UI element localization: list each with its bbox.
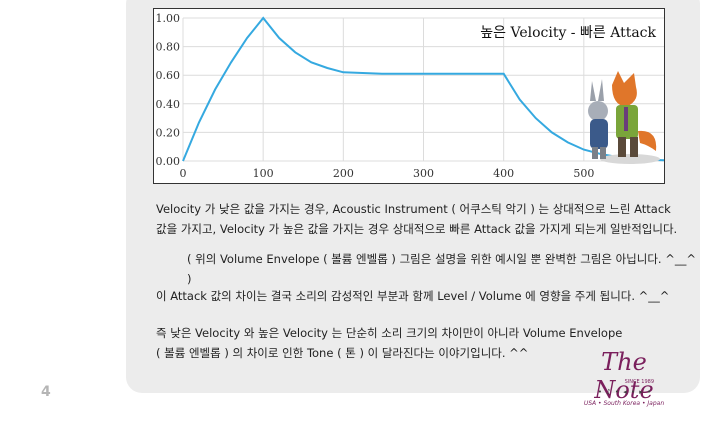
x-tick-label: 300 [413, 167, 434, 180]
x-tick-label: 200 [333, 167, 354, 180]
logo-tagline: USA • South Korea • Japan [583, 400, 665, 407]
paragraph-1: Velocity 가 낮은 값을 가지는 경우, Acoustic Instru… [156, 199, 686, 239]
paragraph-3: 이 Attack 값의 차이는 결국 소리의 감성적인 부분과 함께 Level… [156, 286, 686, 306]
y-tick-label: 0.00 [156, 155, 181, 168]
paragraph-4-line-2: ( 볼륨 엔벨롭 ) 의 차이로 인한 Tone ( 톤 ) 이 달라진다는 이… [156, 346, 529, 360]
paragraph-2: ( 위의 Volume Envelope ( 볼륨 엔벨롭 ) 그림은 설명을 … [187, 249, 697, 289]
y-tick-label: 0.40 [156, 98, 181, 111]
y-tick-label: 0.20 [156, 126, 181, 139]
paragraph-2-line-1: ( 위의 Volume Envelope ( 볼륨 엔벨롭 ) 그림은 설명을 … [187, 252, 697, 286]
paragraph-1-line-1: Velocity 가 낮은 값을 가지는 경우, Acoustic Instru… [156, 202, 671, 216]
x-tick-label: 100 [253, 167, 274, 180]
logo-dots: • ♪ • ◂ • ▸ • [597, 388, 653, 396]
x-tick-label: 500 [573, 167, 594, 180]
chart-title: 높은 Velocity - 빠른 Attack [480, 25, 656, 41]
logo-title: The Note [594, 348, 654, 404]
y-tick-label: 0.80 [156, 41, 181, 54]
y-tick-label: 0.60 [156, 69, 181, 82]
envelope-chart: 0.00 0.20 0.40 0.60 0.80 1.00 0 100 200 300 400 500… [153, 8, 665, 184]
paragraph-3-line-1: 이 Attack 값의 차이는 결국 소리의 감성적인 부분과 함께 Level… [156, 289, 670, 303]
y-tick-label: 1.00 [156, 12, 181, 25]
logo-since: SINCE 1989 [624, 379, 654, 385]
paragraph-4: 즉 낮은 Velocity 와 높은 Velocity 는 단순히 소리 크기의… [156, 323, 686, 363]
x-tick-label: 400 [493, 167, 514, 180]
the-note-logo: The Note SINCE 1989 • ♪ • ◂ • ▸ • USA • … [578, 348, 670, 410]
paragraph-1-line-2: 값을 가지고, Velocity 가 높은 값을 가지는 경우 상대적으로 빠른… [156, 222, 678, 236]
paragraph-4-line-1: 즉 낮은 Velocity 와 높은 Velocity 는 단순히 소리 크기의… [156, 326, 623, 340]
page-number: 4 [41, 384, 51, 400]
chart-svg: 0.00 0.20 0.40 0.60 0.80 1.00 0 100 200 300 400 500… [156, 12, 664, 180]
fox-rabbit-illustration-icon [588, 71, 660, 164]
x-tick-label: 0 [180, 167, 187, 180]
series-line [182, 16, 664, 162]
